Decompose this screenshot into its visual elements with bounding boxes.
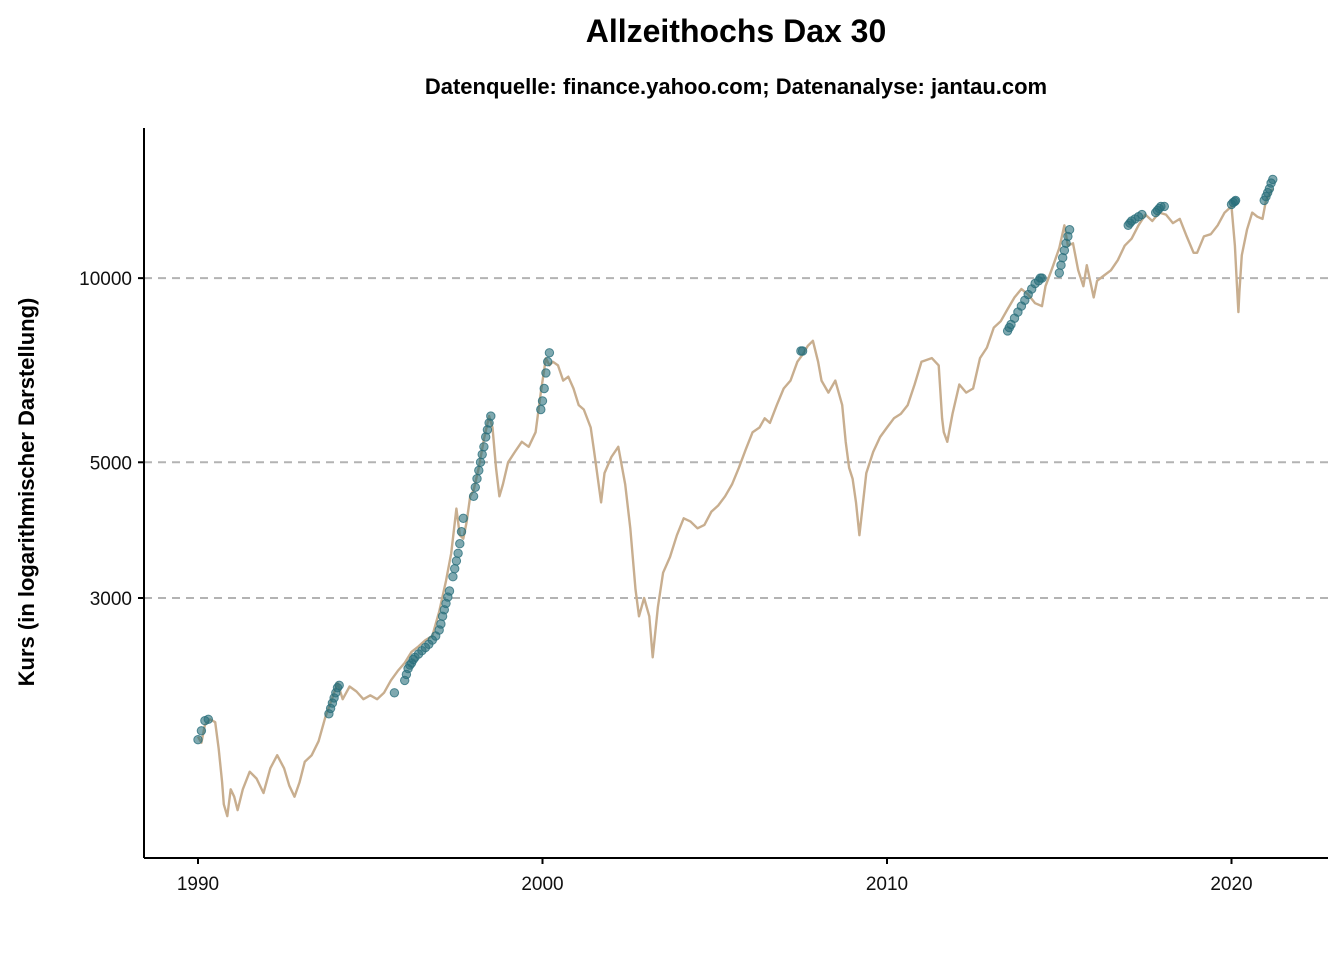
high-point <box>436 619 446 629</box>
high-point <box>458 513 468 523</box>
high-point <box>448 572 458 582</box>
high-point <box>541 368 551 378</box>
high-point <box>1064 225 1075 235</box>
x-tick-label: 2000 <box>521 874 563 895</box>
high-point <box>1054 268 1065 278</box>
x-tick-label: 2010 <box>866 874 908 895</box>
price-line <box>196 188 1274 818</box>
high-point <box>455 539 465 549</box>
x-tick-label: 2020 <box>1210 874 1252 895</box>
plot-area <box>196 188 1274 818</box>
y-tick-label: 3000 <box>90 589 132 610</box>
chart-subtitle: Datenquelle: finance.yahoo.com; Datenana… <box>425 74 1047 99</box>
high-point <box>1056 260 1066 270</box>
high-point <box>1037 273 1047 283</box>
high-point <box>453 548 463 558</box>
high-point <box>539 383 549 394</box>
high-point <box>196 726 207 736</box>
y-axis-label: Kurs (in logarithmischer Darstellung) <box>14 298 39 687</box>
y-tick-label: 5000 <box>90 453 132 474</box>
high-point <box>389 688 400 698</box>
high-point <box>1159 201 1170 212</box>
gridlines <box>144 277 1328 599</box>
high-point <box>450 564 460 574</box>
x-axis-ticks: 1990 2000 2010 2020 <box>177 858 1253 895</box>
high-point <box>537 396 548 406</box>
high-point <box>472 474 482 484</box>
high-point <box>479 442 489 452</box>
high-point <box>477 449 487 460</box>
high-point <box>456 527 467 537</box>
high-point <box>1268 174 1278 185</box>
high-point <box>203 714 214 724</box>
high-point <box>543 357 553 367</box>
high-point <box>334 680 344 690</box>
high-point <box>474 465 484 476</box>
high-point <box>475 457 486 467</box>
chart-title: Allzeithochs Dax 30 <box>586 13 887 49</box>
all-time-high-markers <box>193 174 1278 745</box>
high-point <box>1230 195 1241 206</box>
high-point <box>536 404 546 415</box>
high-point <box>544 348 555 358</box>
high-point <box>486 411 496 421</box>
high-point <box>468 491 479 501</box>
high-point <box>1137 209 1147 220</box>
y-axis-ticks: 3000 5000 10000 <box>79 269 144 610</box>
high-point <box>444 586 455 596</box>
high-point <box>470 482 480 492</box>
high-point <box>451 556 462 566</box>
x-tick-label: 1990 <box>177 874 219 895</box>
high-point <box>797 346 808 356</box>
y-tick-label: 10000 <box>79 269 132 290</box>
high-point <box>193 735 203 745</box>
